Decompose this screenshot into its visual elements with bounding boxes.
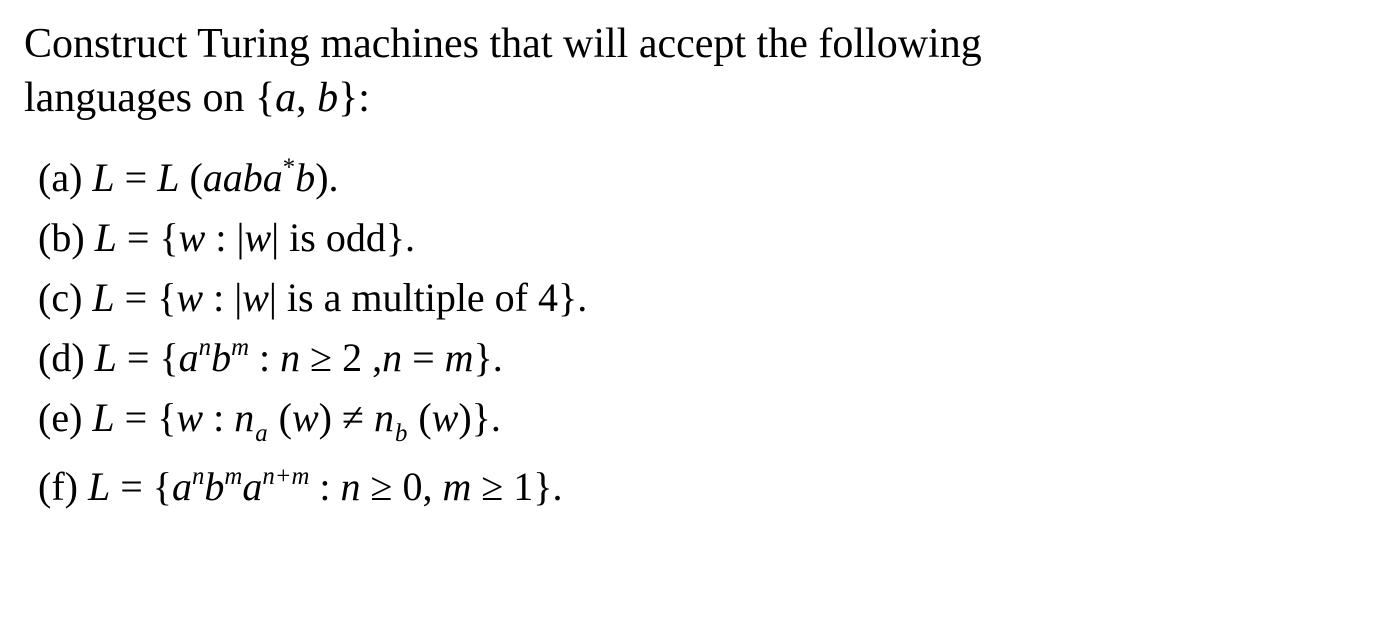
item-c: (c) L = {w : |w| is a multiple of 4}. <box>38 268 1354 328</box>
item-f: (f) L = {anbman+m : n ≥ 0, m ≥ 1}. <box>38 457 1354 517</box>
label-c: (c) <box>38 275 92 320</box>
sym-L: L <box>92 395 114 440</box>
close: ). <box>315 155 338 200</box>
intro-text: Construct Turing machines that will acce… <box>24 18 1354 126</box>
w2: w <box>292 395 319 440</box>
n2: n <box>374 395 394 440</box>
open1: ( <box>269 395 292 440</box>
sym-L: L <box>95 335 117 380</box>
items-list: (a) L = L (aaba*b). (b) L = {w : |w| is … <box>24 148 1354 517</box>
sym-L: L <box>92 275 114 320</box>
geq: ≥ 2 , <box>300 335 382 380</box>
label-a: (a) <box>38 155 92 200</box>
sym-L2: L <box>157 155 179 200</box>
w3: w <box>432 395 459 440</box>
close: }. <box>474 335 503 380</box>
close2: )}. <box>458 395 501 440</box>
page: Construct Turing machines that will acce… <box>0 0 1378 517</box>
w2: w <box>242 275 269 320</box>
star: * <box>283 154 295 181</box>
a: a <box>179 335 199 380</box>
w: w <box>176 275 203 320</box>
b: b <box>295 155 315 200</box>
w2: w <box>244 215 271 260</box>
eq: = <box>115 155 158 200</box>
m2: m <box>445 335 474 380</box>
eq2: = <box>402 335 445 380</box>
intro-line2-post: }: <box>338 75 370 121</box>
open2: ( <box>408 395 431 440</box>
geq1: ≥ 1}. <box>471 464 562 509</box>
item-a: (a) L = L (aaba*b). <box>38 148 1354 208</box>
sub-a: a <box>255 420 267 447</box>
item-d: (d) L = {anbm : n ≥ 2 ,n = m}. <box>38 328 1354 388</box>
eq: = { <box>115 395 177 440</box>
sup-m: m <box>231 334 249 361</box>
intro-line1: Construct Turing machines that will acce… <box>24 21 982 67</box>
eq: = { <box>110 464 172 509</box>
colon: : | <box>203 275 242 320</box>
sup-nm: n+m <box>262 463 309 490</box>
geq0: ≥ 0, <box>360 464 442 509</box>
intro-comma: , <box>296 75 317 121</box>
sym-L: L <box>92 155 114 200</box>
aaba: aaba <box>203 155 283 200</box>
tail: | is a multiple of 4}. <box>269 275 587 320</box>
tail: | is odd}. <box>271 215 415 260</box>
label-b: (b) <box>38 215 95 260</box>
n2: n <box>340 464 360 509</box>
colon: : <box>309 464 340 509</box>
colon: : <box>249 335 280 380</box>
b: b <box>204 464 224 509</box>
intro-a: a <box>275 75 296 121</box>
m2: m <box>442 464 471 509</box>
label-f: (f) <box>38 464 88 509</box>
a2: a <box>242 464 262 509</box>
sup-m: m <box>224 463 242 490</box>
sym-L: L <box>95 215 117 260</box>
sym-L: L <box>88 464 110 509</box>
colon: : <box>203 395 234 440</box>
sup-n: n <box>199 334 211 361</box>
b: b <box>211 335 231 380</box>
label-e: (e) <box>38 395 92 440</box>
sup-n: n <box>192 463 204 490</box>
n: n <box>234 395 254 440</box>
w: w <box>179 215 206 260</box>
intro-b: b <box>317 75 338 121</box>
eq: = { <box>117 215 179 260</box>
eq: = { <box>115 275 177 320</box>
intro-line2-pre: languages on { <box>24 75 275 121</box>
close1: ) ≠ <box>319 395 374 440</box>
eq: = { <box>117 335 179 380</box>
n3: n <box>382 335 402 380</box>
sub-b: b <box>395 420 407 447</box>
a: a <box>172 464 192 509</box>
open: ( <box>179 155 202 200</box>
item-e: (e) L = {w : na (w) ≠ nb (w)}. <box>38 388 1354 451</box>
n2: n <box>280 335 300 380</box>
label-d: (d) <box>38 335 95 380</box>
w: w <box>176 395 203 440</box>
colon: : | <box>205 215 244 260</box>
item-b: (b) L = {w : |w| is odd}. <box>38 208 1354 268</box>
